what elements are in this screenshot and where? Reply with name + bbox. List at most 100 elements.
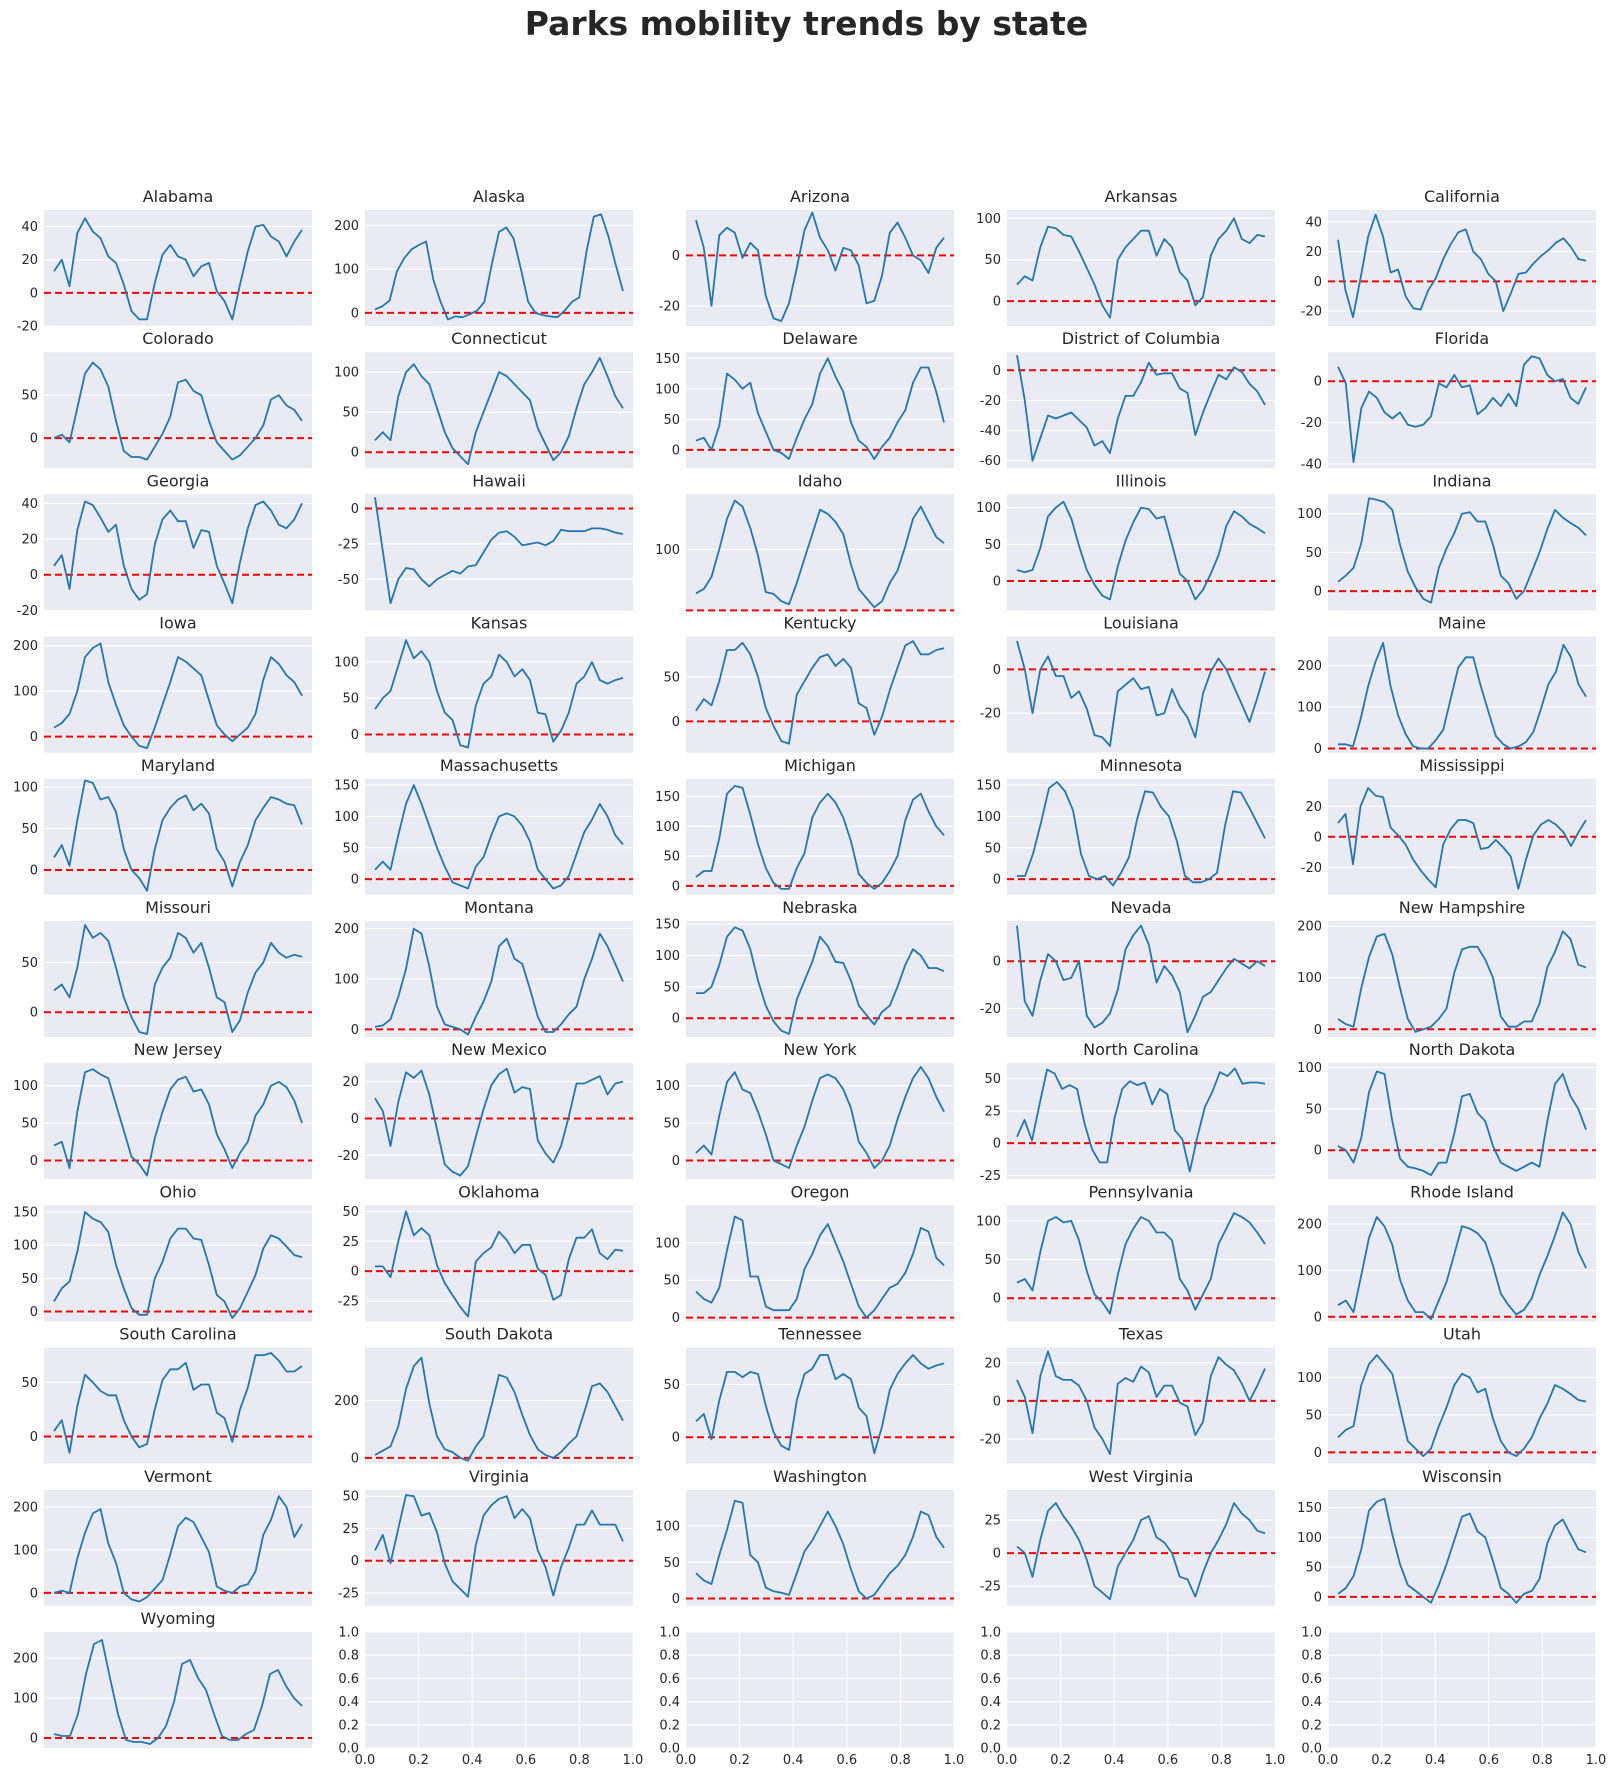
panel-vermont: 0 100 200 Vermont [13,1467,312,1606]
panel-title: Wisconsin [1422,1467,1502,1486]
series-line [374,1356,624,1462]
y-tick-label: -20 [17,604,38,619]
y-tick-label: 50 [984,253,1001,268]
panel-title: Arkansas [1105,187,1178,206]
y-tick-label: 0.6 [338,1672,359,1687]
panel-title: West Virginia [1089,1467,1194,1486]
panel-title: Virginia [469,1467,529,1486]
y-tick-label: 100 [1297,1371,1322,1386]
y-tick-label: 20 [984,1356,1001,1371]
plot-area [1007,494,1275,611]
plot-area [1328,636,1596,753]
y-tick-label: 100 [334,810,359,825]
plot-area [44,210,312,326]
panel-title: Idaho [798,471,843,490]
panel-oregon: 0 50 100 Oregon [655,1182,954,1326]
empty-panel: 0.00.0 0.2 0.2 0.4 0.4 0.6 0.6 0.8 0.8 1.0 1.0 [338,1626,643,1769]
y-tick-label: 150 [13,1206,38,1221]
y-tick-label: 0 [351,446,359,461]
y-tick-label: 0.4 [659,1695,680,1710]
plot-area [1328,352,1596,469]
plot-area [1007,636,1275,753]
plot-area [686,494,954,611]
y-tick-label: -20 [980,394,1001,409]
x-tick-label: 0.0 [1318,1753,1339,1768]
y-tick-label: -20 [659,299,680,314]
y-tick-label: 20 [21,533,38,548]
y-tick-label: 20 [342,1075,359,1090]
series-line [374,497,624,605]
panel-west-virginia: -25 0 25 West Virginia [980,1467,1275,1606]
series-line [1016,924,1266,1034]
y-tick-label: 0 [1314,1023,1322,1038]
panel-title: Louisiana [1103,614,1179,633]
plot-area [686,1347,954,1464]
y-tick-label: 100 [655,820,680,835]
y-tick-label: 0 [993,1394,1001,1409]
plot-area [1328,1632,1596,1748]
panel-title: Maryland [141,756,215,775]
panel-title: Alabama [143,187,214,206]
panel-title: Georgia [147,471,210,490]
panel-title: New Jersey [134,1040,223,1059]
y-tick-label: 0 [30,1586,38,1601]
panel-title: Maine [1438,614,1486,633]
y-tick-label: 200 [334,922,359,937]
y-tick-label: 50 [663,1378,680,1393]
y-tick-label: 0 [30,568,38,583]
x-tick-label: 0.0 [997,1753,1018,1768]
y-tick-label: 25 [984,1104,1001,1119]
y-tick-label: -25 [338,1295,359,1310]
panel-title: Montana [464,898,534,917]
panel-oklahoma: -25 0 25 50 Oklahoma [338,1182,633,1322]
panel-montana: 0 100 200 Montana [334,898,633,1038]
y-tick-label: 50 [1305,1102,1322,1117]
y-tick-label: 50 [663,980,680,995]
y-tick-label: -20 [1301,305,1322,320]
panel-title: Missouri [145,898,211,917]
panel-title: North Carolina [1083,1040,1199,1059]
y-tick-label: -20 [17,320,38,335]
panel-title: South Dakota [445,1325,553,1344]
y-tick-label: 50 [21,389,38,404]
panel-maryland: 0 50 100 Maryland [13,756,312,895]
y-tick-label: 1.0 [659,1626,680,1641]
series-line [1337,930,1587,1033]
panel-title: Connecticut [451,329,547,348]
panel-missouri: 0 50 Missouri [21,898,312,1037]
panel-nevada: -20 0 Nevada [980,898,1275,1037]
panel-title: South Carolina [119,1325,236,1344]
y-tick-label: 100 [655,1079,680,1094]
panel-south-carolina: 0 50 South Carolina [21,1325,312,1464]
x-tick-label: 0.2 [729,1753,750,1768]
y-tick-label: 0 [30,863,38,878]
plot-area [365,1205,633,1322]
y-tick-label: 50 [342,692,359,707]
y-tick-label: 50 [984,1072,1001,1087]
panel-nebraska: 0 50 100 150 Nebraska [655,898,954,1037]
panel-title: Ohio [160,1182,197,1201]
series-line [1017,781,1266,887]
panel-title: Delaware [782,329,857,348]
panel-utah: 0 50 100 Utah [1297,1325,1596,1464]
panel-title: Iowa [159,614,196,633]
panel-title: Mississippi [1419,756,1504,775]
x-tick-label: 1.0 [1586,1753,1607,1768]
series-line [374,639,624,749]
y-tick-label: 1.0 [1301,1626,1322,1641]
y-tick-label: 100 [334,366,359,381]
series-line [695,640,945,745]
series-line [53,642,303,749]
panel-title: Arizona [790,187,850,206]
y-tick-label: 50 [663,1274,680,1289]
panel-indiana: 0 50 100 Indiana [1297,471,1596,611]
plot-area [686,352,954,469]
y-tick-label: 200 [334,1394,359,1409]
y-tick-label: 20 [21,253,38,268]
y-tick-label: 100 [655,949,680,964]
y-tick-label: 100 [655,382,680,397]
y-tick-label: 0 [672,1592,680,1607]
panel-title: Pennsylvania [1088,1182,1193,1201]
series-line [695,211,945,322]
